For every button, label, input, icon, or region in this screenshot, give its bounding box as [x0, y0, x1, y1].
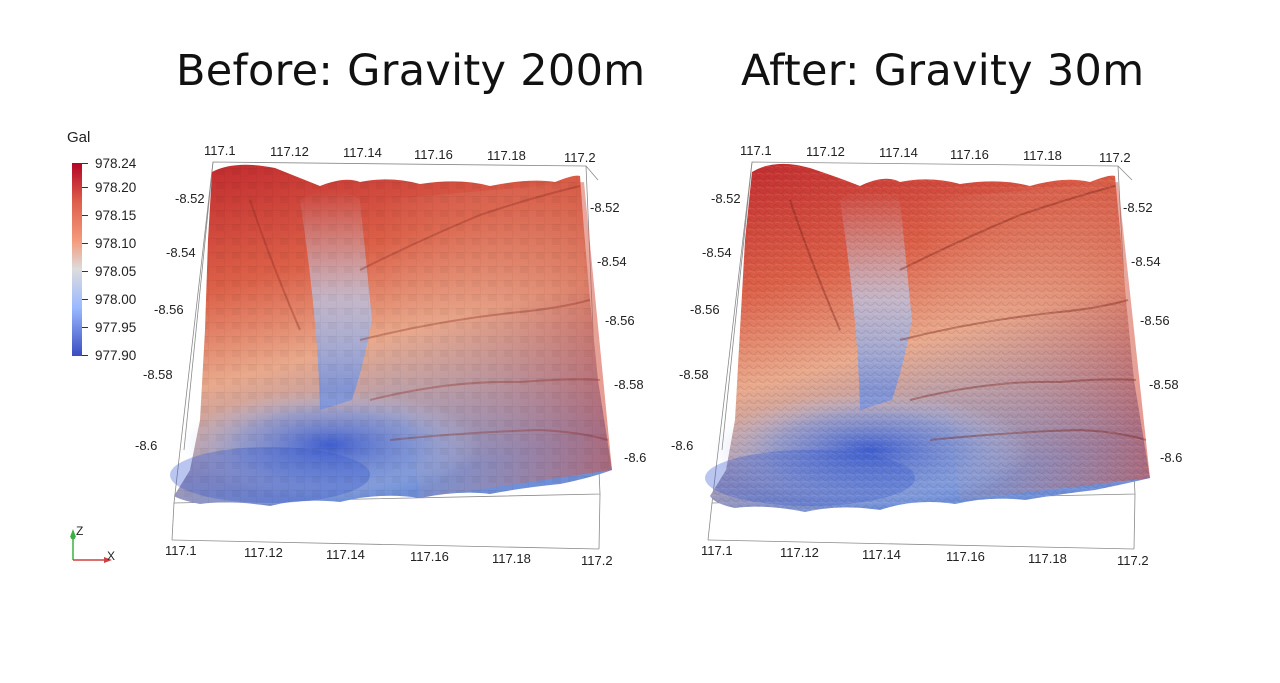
lat-tick-right: -8.58	[614, 377, 644, 392]
lat-tick-left: -8.6	[671, 438, 694, 453]
pixel-texture	[174, 164, 612, 507]
lon-tick-bottom: 117.2	[1117, 553, 1149, 568]
lat-tick-right: -8.58	[1149, 377, 1179, 392]
lon-tick-top: 117.1	[740, 143, 772, 158]
after-panel-title: After: Gravity 30m	[741, 46, 1145, 96]
lat-tick-right: -8.54	[1131, 254, 1161, 269]
lat-tick-right: -8.6	[624, 450, 647, 465]
lon-tick-top: 117.2	[564, 150, 596, 165]
lon-tick-top: 117.12	[806, 144, 845, 159]
lon-tick-bottom: 117.1	[701, 543, 733, 558]
z-axis-knob	[70, 534, 76, 540]
lon-tick-bottom: 117.14	[862, 547, 901, 562]
colorbar-unit-label: Gal	[67, 129, 91, 146]
colorbar-tick	[82, 271, 88, 272]
lon-tick-top: 117.16	[414, 147, 453, 162]
lat-tick-right: -8.56	[1140, 313, 1170, 328]
lon-tick-top: 117.1	[204, 143, 236, 158]
lat-tick-left: -8.58	[679, 367, 709, 382]
colorbar-tick	[82, 355, 88, 356]
bounding-box	[171, 161, 601, 550]
lon-tick-top: 117.14	[879, 145, 918, 160]
lon-tick-bottom: 117.2	[581, 553, 613, 568]
lat-tick-right: -8.54	[597, 254, 627, 269]
lon-tick-bottom: 117.18	[492, 551, 531, 566]
before-surface-plot	[170, 161, 612, 550]
colorbar-label: 978.00	[95, 292, 137, 307]
lat-tick-left: -8.56	[690, 302, 720, 317]
lon-tick-top: 117.14	[343, 145, 382, 160]
lat-tick-left: -8.54	[702, 245, 732, 260]
lon-tick-top: 117.16	[950, 147, 989, 162]
lon-tick-bottom: 117.14	[326, 547, 365, 562]
lon-tick-top: 117.2	[1099, 150, 1131, 165]
lat-tick-right: -8.52	[590, 200, 620, 215]
colorbar-label: 977.90	[95, 348, 137, 363]
lat-tick-left: -8.52	[175, 191, 205, 206]
lat-tick-left: -8.58	[143, 367, 173, 382]
lat-tick-left: -8.52	[711, 191, 741, 206]
colorbar-tick	[82, 327, 88, 328]
lon-tick-bottom: 117.16	[946, 549, 985, 564]
orientation-axes	[70, 529, 112, 563]
terrain-texture	[710, 163, 1150, 513]
colorbar-tick	[82, 243, 88, 244]
orientation-x-label: X	[107, 549, 116, 563]
colorbar-tick	[82, 215, 88, 216]
colorbar-label: 978.05	[95, 264, 137, 279]
colorbar-label: 978.20	[95, 180, 137, 195]
colorbar-tick	[82, 299, 88, 300]
lon-tick-top: 117.12	[270, 144, 309, 159]
bounding-box	[707, 161, 1136, 550]
colorbar-label: 978.24	[95, 156, 137, 171]
after-surface-plot	[705, 161, 1150, 550]
colorbar-label: 977.95	[95, 320, 137, 335]
lat-tick-right: -8.6	[1160, 450, 1183, 465]
lat-tick-left: -8.6	[135, 438, 158, 453]
lat-tick-right: -8.56	[605, 313, 635, 328]
colorbar-label: 978.15	[95, 208, 137, 223]
lat-tick-right: -8.52	[1123, 200, 1153, 215]
before-panel-title: Before: Gravity 200m	[176, 46, 646, 96]
lon-tick-bottom: 117.12	[780, 545, 819, 560]
lat-tick-left: -8.56	[154, 302, 184, 317]
x-axis-arrow	[104, 557, 112, 563]
colorbar-label: 978.10	[95, 236, 137, 251]
colorbar-tick	[82, 163, 88, 164]
lon-tick-top: 117.18	[1023, 148, 1062, 163]
lon-tick-top: 117.18	[487, 148, 526, 163]
orientation-z-label: Z	[76, 524, 84, 538]
lon-tick-bottom: 117.1	[165, 543, 197, 558]
lon-tick-bottom: 117.12	[244, 545, 283, 560]
colorbar	[72, 163, 82, 356]
colorbar-tick	[82, 187, 88, 188]
lat-tick-left: -8.54	[166, 245, 196, 260]
lon-tick-bottom: 117.16	[410, 549, 449, 564]
lon-tick-bottom: 117.18	[1028, 551, 1067, 566]
